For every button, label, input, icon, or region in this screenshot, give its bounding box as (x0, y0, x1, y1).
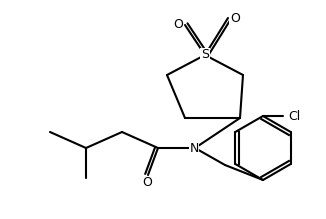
Text: S: S (201, 48, 209, 62)
Text: Cl: Cl (288, 110, 300, 122)
Text: O: O (173, 18, 183, 32)
Text: N: N (189, 141, 199, 154)
Text: O: O (142, 177, 152, 189)
Text: O: O (230, 12, 240, 25)
